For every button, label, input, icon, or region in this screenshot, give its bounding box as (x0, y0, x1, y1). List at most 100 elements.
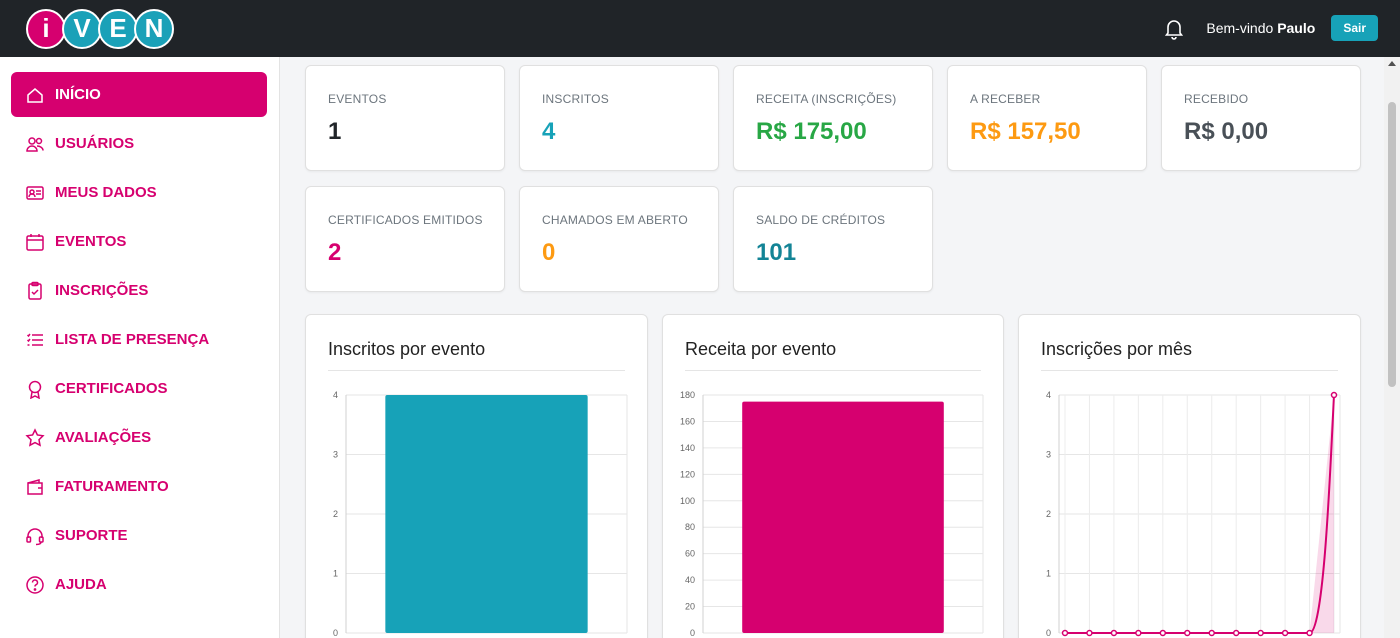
stat-value: 1 (328, 118, 342, 145)
y-tick-label: 120 (680, 469, 695, 479)
star-icon (25, 427, 45, 447)
y-tick-label: 2 (333, 509, 338, 519)
sidebar-item-list[interactable]: LISTA DE PRESENÇA (11, 317, 267, 362)
sidebar-item-calendar[interactable]: EVENTOS (11, 219, 267, 264)
y-tick-label: 1 (333, 569, 338, 579)
stat-value: R$ 157,50 (970, 118, 1081, 145)
y-tick-label: 0 (333, 628, 338, 638)
stat-label: CERTIFICADOS EMITIDOS (328, 213, 483, 227)
y-tick-label: 0 (690, 628, 695, 638)
sidebar-item-label: INSCRIÇÕES (55, 282, 149, 299)
chart-card: Inscrições por mês0123425252525262626262… (1018, 314, 1361, 638)
list-icon (26, 333, 43, 346)
stat-label: A RECEBER (970, 92, 1041, 106)
y-tick-label: 0 (1046, 628, 1051, 638)
stat-value: R$ 175,00 (756, 118, 867, 145)
wallet-icon (27, 478, 43, 495)
stat-card: EVENTOS 1 (305, 65, 505, 171)
id-card-icon (26, 185, 44, 200)
sidebar-item-star[interactable]: AVALIAÇÕES (11, 415, 267, 460)
welcome-text: Bem-vindo (1206, 20, 1274, 36)
sidebar-item-clipboard[interactable]: INSCRIÇÕES (11, 268, 267, 313)
headset-icon (26, 527, 44, 545)
data-point[interactable] (1061, 629, 1069, 637)
data-point[interactable] (1110, 629, 1118, 637)
sidebar-item-label: MEUS DADOS (55, 184, 157, 201)
logo-letter: V (62, 8, 102, 49)
chart-divider (328, 370, 625, 371)
logo-letter: i (26, 8, 66, 49)
scroll-up-arrow-icon[interactable] (1388, 61, 1396, 66)
y-tick-label: 180 (680, 390, 695, 400)
series-line (1065, 394, 1335, 634)
y-tick-label: 160 (680, 416, 695, 426)
data-point[interactable] (1135, 629, 1142, 637)
bar[interactable] (385, 395, 588, 633)
bell-icon[interactable] (1162, 16, 1186, 40)
sidebar-item-label: FATURAMENTO (55, 478, 169, 495)
bar[interactable] (742, 401, 944, 633)
chart-title: Inscrições por mês (1041, 339, 1193, 359)
data-point[interactable] (1306, 629, 1313, 637)
scrollbar[interactable] (1384, 57, 1400, 638)
stat-card: A RECEBER R$ 157,50 (947, 65, 1147, 171)
logo[interactable]: i V E N (26, 6, 174, 51)
y-tick-label: 40 (685, 575, 695, 585)
stat-value: 4 (542, 118, 556, 145)
data-point[interactable] (1330, 391, 1338, 399)
y-tick-label: 4 (1046, 390, 1051, 400)
chart-divider (1041, 370, 1338, 371)
user-name: Paulo (1277, 20, 1316, 36)
chart-card: Receita por evento 0 20 40 60 80 100 120 140 160 1… (662, 314, 1004, 638)
y-tick-label: 100 (680, 496, 695, 506)
y-tick-label: 80 (685, 522, 695, 532)
stat-card: SALDO DE CRÉDITOS 101 (733, 186, 933, 292)
y-tick-label: 140 (680, 443, 695, 453)
stat-label: RECEBIDO (1184, 92, 1249, 106)
home-icon (27, 87, 43, 103)
y-tick-label: 60 (685, 549, 695, 559)
award-icon (28, 380, 42, 399)
stat-card: CHAMADOS EM ABERTO 0 (519, 186, 719, 292)
data-point[interactable] (1086, 629, 1093, 637)
top-bar: i V E N Bem-vindo Paulo Sair (0, 0, 1400, 57)
stat-label: RECEITA (INSCRIÇÕES) (756, 92, 897, 106)
data-point[interactable] (1232, 629, 1240, 637)
data-point[interactable] (1184, 629, 1191, 637)
logout-button[interactable]: Sair (1331, 15, 1378, 41)
y-tick-label: 2 (1046, 509, 1051, 519)
logo-letter: E (98, 8, 138, 49)
data-point[interactable] (1257, 629, 1264, 637)
sidebar-item-users[interactable]: USUÁRIOS (11, 121, 267, 166)
sidebar-item-label: LISTA DE PRESENÇA (55, 331, 210, 348)
sidebar-item-label: INÍCIO (55, 86, 101, 103)
chart-svg: 0 1 2 3 4 (333, 390, 628, 638)
y-tick-label: 1 (1046, 569, 1051, 579)
logo-letter: N (134, 8, 174, 49)
sidebar-item-id-card[interactable]: MEUS DADOS (11, 170, 267, 215)
calendar-icon (26, 233, 44, 251)
sidebar-item-headset[interactable]: SUPORTE (11, 513, 267, 558)
help-icon (26, 575, 44, 594)
users-icon (26, 136, 44, 152)
data-point[interactable] (1208, 629, 1215, 637)
y-tick-label: 4 (333, 390, 338, 400)
sidebar-item-wallet[interactable]: FATURAMENTO (11, 464, 267, 509)
stat-label: CHAMADOS EM ABERTO (542, 213, 688, 227)
sidebar-item-award[interactable]: CERTIFICADOS (11, 366, 267, 411)
stat-value: 101 (756, 239, 797, 266)
sidebar-item-help[interactable]: AJUDA (11, 562, 267, 607)
sidebar-item-label: AJUDA (55, 576, 107, 593)
sidebar-item-label: USUÁRIOS (55, 135, 135, 152)
sidebar-item-label: EVENTOS (55, 233, 127, 250)
sidebar-item-label: SUPORTE (55, 527, 128, 544)
sidebar: INÍCIO USUÁRIOS MEUS DADOS EVENTOS INSCRIÇÕE… (0, 57, 280, 638)
data-point[interactable] (1159, 629, 1167, 637)
data-point[interactable] (1281, 629, 1289, 637)
sidebar-item-home[interactable]: INÍCIO (11, 72, 267, 117)
y-tick-label: 20 (685, 602, 695, 612)
chart-title: Receita por evento (685, 339, 837, 359)
stat-value: 2 (328, 239, 342, 266)
y-tick-label: 3 (333, 450, 338, 460)
scroll-thumb[interactable] (1388, 102, 1396, 387)
